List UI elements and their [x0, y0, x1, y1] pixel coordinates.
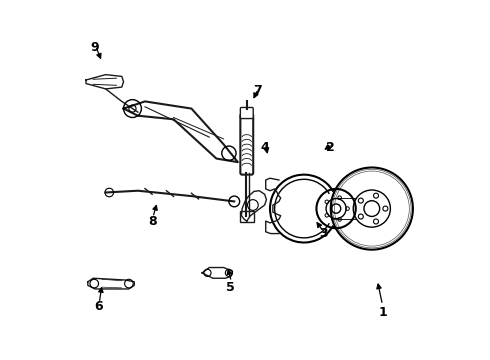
Text: 7: 7	[253, 84, 262, 97]
Text: 3: 3	[319, 227, 328, 240]
Text: 2: 2	[326, 141, 335, 154]
Text: 5: 5	[226, 281, 235, 294]
Text: 8: 8	[148, 215, 156, 228]
Text: 4: 4	[260, 141, 269, 154]
Text: 9: 9	[91, 41, 99, 54]
FancyBboxPatch shape	[241, 114, 253, 175]
FancyBboxPatch shape	[240, 211, 253, 222]
Text: 1: 1	[378, 306, 387, 319]
Text: 6: 6	[94, 300, 103, 313]
FancyBboxPatch shape	[241, 108, 253, 118]
